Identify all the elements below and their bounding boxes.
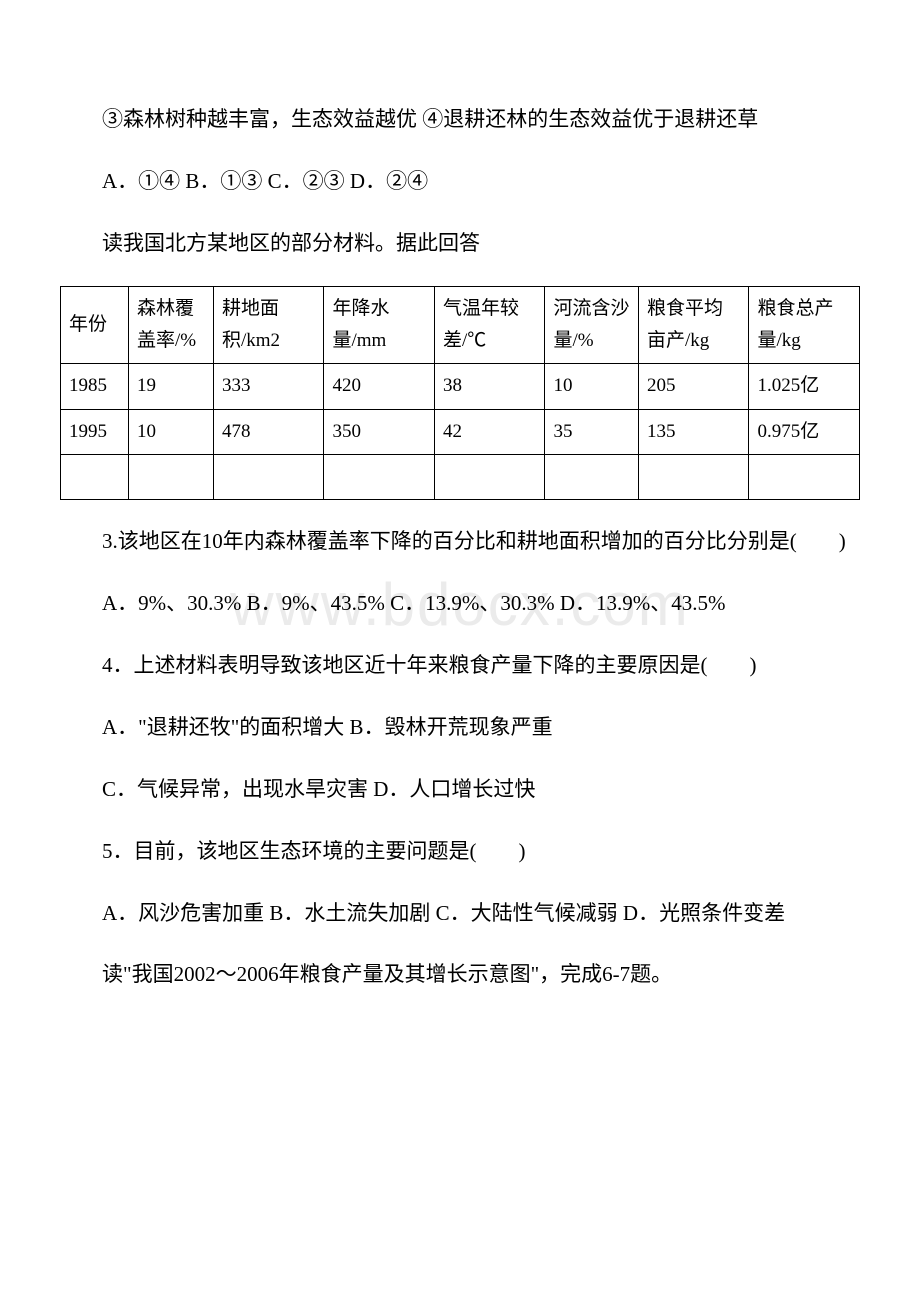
table-cell: 478 [213, 409, 324, 454]
table-cell-empty [128, 454, 213, 499]
question-4: 4．上述材料表明导致该地区近十年来粮食产量下降的主要原因是( ) [60, 646, 860, 686]
table-header-cell: 年降水量/mm [324, 286, 435, 364]
table-cell: 205 [638, 364, 749, 409]
question-5: 5．目前，该地区生态环境的主要问题是( ) [60, 832, 860, 872]
table-cell: 333 [213, 364, 324, 409]
question-3-options: A．9%、30.3% B．9%、43.5% C．13.9%、30.3% D．13… [60, 584, 860, 624]
table-cell: 0.975亿 [749, 409, 860, 454]
table-cell: 19 [128, 364, 213, 409]
table-cell: 10 [545, 364, 638, 409]
table-header-cell: 粮食平均亩产/kg [638, 286, 749, 364]
table-cell: 35 [545, 409, 638, 454]
table-cell: 38 [434, 364, 545, 409]
question-4-options-a: A．"退耕还牧"的面积增大 B．毁林开荒现象严重 [60, 708, 860, 748]
table-cell-empty [638, 454, 749, 499]
table-cell: 42 [434, 409, 545, 454]
intro-paragraph-1: ③森林树种越丰富，生态效益越优 ④退耕还林的生态效益优于退耕还草 [60, 100, 860, 140]
table-header-cell: 耕地面积/km2 [213, 286, 324, 364]
question-3: 3.该地区在10年内森林覆盖率下降的百分比和耕地面积增加的百分比分别是( ) [60, 522, 860, 562]
table-cell: 1.025亿 [749, 364, 860, 409]
document-content: ③森林树种越丰富，生态效益越优 ④退耕还林的生态效益优于退耕还草 A．①④ B．… [60, 100, 860, 995]
table-row-empty [61, 454, 860, 499]
table-header-cell: 年份 [61, 286, 129, 364]
table-header-cell: 粮食总产量/kg [749, 286, 860, 364]
question-5-options: A．风沙危害加重 B．水土流失加剧 C．大陆性气候减弱 D．光照条件变差 [60, 894, 860, 934]
table-cell: 350 [324, 409, 435, 454]
table-cell: 135 [638, 409, 749, 454]
data-table-wrapper: 年份 森林覆盖率/% 耕地面积/km2 年降水量/mm 气温年较差/℃ 河流含沙… [60, 286, 860, 500]
table-cell-empty [749, 454, 860, 499]
intro-paragraph-2: A．①④ B．①③ C．②③ D．②④ [60, 162, 860, 202]
data-table: 年份 森林覆盖率/% 耕地面积/km2 年降水量/mm 气温年较差/℃ 河流含沙… [60, 286, 860, 500]
table-cell-empty [545, 454, 638, 499]
table-header-cell: 气温年较差/℃ [434, 286, 545, 364]
table-header-cell: 河流含沙量/% [545, 286, 638, 364]
question-6-intro: 读"我国2002～2006年粮食产量及其增长示意图"，完成6-7题。 [60, 955, 860, 995]
table-cell-empty [61, 454, 129, 499]
table-cell-empty [324, 454, 435, 499]
table-row: 1985 19 333 420 38 10 205 1.025亿 [61, 364, 860, 409]
intro-paragraph-3: 读我国北方某地区的部分材料。据此回答 [60, 224, 860, 264]
question-4-options-b: C．气候异常，出现水旱灾害 D．人口增长过快 [60, 770, 860, 810]
table-cell: 1995 [61, 409, 129, 454]
table-cell-empty [213, 454, 324, 499]
table-cell: 1985 [61, 364, 129, 409]
table-cell: 420 [324, 364, 435, 409]
table-cell-empty [434, 454, 545, 499]
table-header-cell: 森林覆盖率/% [128, 286, 213, 364]
table-row: 1995 10 478 350 42 35 135 0.975亿 [61, 409, 860, 454]
table-header-row: 年份 森林覆盖率/% 耕地面积/km2 年降水量/mm 气温年较差/℃ 河流含沙… [61, 286, 860, 364]
table-cell: 10 [128, 409, 213, 454]
